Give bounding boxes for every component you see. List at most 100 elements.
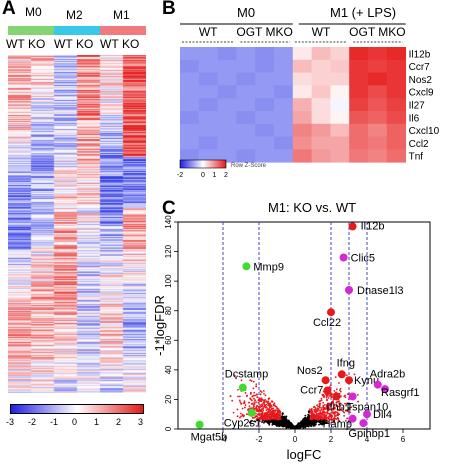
panel-b-cell xyxy=(198,111,218,125)
panel-b-cell xyxy=(236,59,256,73)
panel-c-background-point xyxy=(266,413,269,416)
panel-c-background-point xyxy=(298,426,301,428)
panel-c-background-point xyxy=(260,415,263,418)
colorbar-a-tick: 1 xyxy=(94,417,100,427)
panel-b-gene-label: Il27 xyxy=(409,101,426,112)
panel-b-cell xyxy=(330,72,350,86)
panel-c-title: M1: KO vs. WT xyxy=(268,200,356,215)
panel-c-background-point xyxy=(309,416,312,419)
panel-c-background-point xyxy=(246,413,248,416)
panel-b-colorbar-tick: 2 xyxy=(224,172,228,179)
panel-c-background-point xyxy=(273,421,276,424)
panel-b-cell xyxy=(180,98,200,112)
panel-c-background-point xyxy=(281,412,284,415)
panel-c-background-point xyxy=(243,400,246,403)
panel-c-background-point xyxy=(276,414,279,417)
group-bar-m2 xyxy=(54,26,100,35)
panel-c-background-point xyxy=(279,418,282,420)
panel-b-cell xyxy=(292,72,312,86)
panel-c-ytick-label: 120 xyxy=(164,244,173,258)
panel-c-background-point xyxy=(240,415,243,418)
panel-c-background-point xyxy=(261,411,264,414)
panel-b-cell xyxy=(274,72,294,86)
panel-c-background-point xyxy=(319,419,322,422)
panel-c-background-point xyxy=(279,415,281,417)
panel-c-background-point xyxy=(339,387,342,390)
panel-b-cell xyxy=(330,123,350,137)
panel-c-background-point xyxy=(260,405,263,408)
panel-c-background-point xyxy=(250,380,253,382)
panel-c-labeled-point xyxy=(238,383,247,392)
panel-c-background-point xyxy=(253,397,255,400)
panel-c-background-point xyxy=(265,412,268,414)
panel-c-background-point xyxy=(286,419,289,422)
panel-c-background-point xyxy=(317,419,320,421)
panel-c-background-point xyxy=(325,419,328,422)
panel-c-background-point xyxy=(338,382,340,384)
panel-c-labeled-point xyxy=(348,414,357,423)
panel-b-cell xyxy=(330,149,350,163)
panel-c-background-point xyxy=(336,411,338,414)
panel-b-sub-label: OGT MKO xyxy=(349,25,405,39)
panel-c-point-label: Ifng xyxy=(337,357,355,369)
panel-c-point-label: Tspan10 xyxy=(347,401,389,413)
panel-c-background-point xyxy=(238,395,241,398)
panel-b-cell xyxy=(386,72,406,86)
panel-c-background-point xyxy=(322,396,325,399)
panel-b-gene-label: Cxcl10 xyxy=(409,126,440,137)
panel-b-cell xyxy=(292,85,312,99)
panel-b-cell xyxy=(311,111,331,125)
panel-b-cell xyxy=(255,47,275,61)
panel-c-background-point xyxy=(285,415,288,418)
panel-b-colorbar-tick: 1 xyxy=(213,172,217,179)
panel-c-background-point xyxy=(330,405,333,408)
panel-c-background-point xyxy=(264,420,267,423)
panel-c-background-point xyxy=(320,415,323,418)
panel-b-cell xyxy=(349,149,369,163)
panel-c-background-point xyxy=(248,405,251,408)
panel-c-background-point xyxy=(338,413,340,416)
panel-c-background-point xyxy=(270,405,273,408)
panel-c-background-point xyxy=(324,407,327,410)
panel-c-background-point xyxy=(321,420,324,423)
panel-c-background-point xyxy=(271,421,274,423)
panel-c-background-point xyxy=(330,402,333,405)
panel-c-background-point xyxy=(256,413,259,416)
panel-c-xtick-label: -2 xyxy=(255,435,263,444)
panel-c-background-point xyxy=(252,380,255,383)
panel-b-cell xyxy=(386,111,406,125)
panel-b-cell xyxy=(330,47,350,61)
panel-b-cell xyxy=(217,85,237,99)
panel-c-background-point xyxy=(241,414,244,417)
panel-c-background-point xyxy=(263,399,265,402)
panel-c-background-point xyxy=(309,412,312,415)
panel-c-background-point xyxy=(333,407,336,410)
panel-c-background-point xyxy=(273,414,276,417)
panel-c-background-point xyxy=(265,406,268,409)
panel-b-cell xyxy=(292,136,312,150)
panel-c-background-point xyxy=(281,425,284,428)
panel-b-cell xyxy=(274,149,294,163)
panel-c-background-point xyxy=(327,402,330,405)
panel-c-background-point xyxy=(255,407,257,410)
panel-c-background-point xyxy=(317,407,319,410)
panel-b-cell xyxy=(180,136,200,150)
panel-c-background-point xyxy=(250,403,253,405)
panel-b-group-m1: M1 (+ LPS) xyxy=(330,5,396,20)
panel-c-background-point xyxy=(341,407,343,409)
panel-c-background-point xyxy=(276,418,279,421)
panel-b-cell xyxy=(368,123,388,137)
panel-c-point-label: Rasgrf1 xyxy=(381,387,420,399)
panel-c-background-point xyxy=(330,409,333,412)
panel-c-background-point xyxy=(241,407,244,410)
panel-c-background-point xyxy=(314,407,317,409)
panel-c-background-point xyxy=(244,392,247,394)
panel-b-cell xyxy=(386,123,406,137)
panel-b-cell xyxy=(236,136,256,150)
panel-c-background-point xyxy=(339,402,342,405)
panel-b-cell xyxy=(349,85,369,99)
panel-c-point-label: Dcstamp xyxy=(225,369,268,381)
panel-c-background-point xyxy=(262,409,265,412)
panel-c-background-point xyxy=(309,423,312,426)
panel-c-background-point xyxy=(313,413,316,416)
